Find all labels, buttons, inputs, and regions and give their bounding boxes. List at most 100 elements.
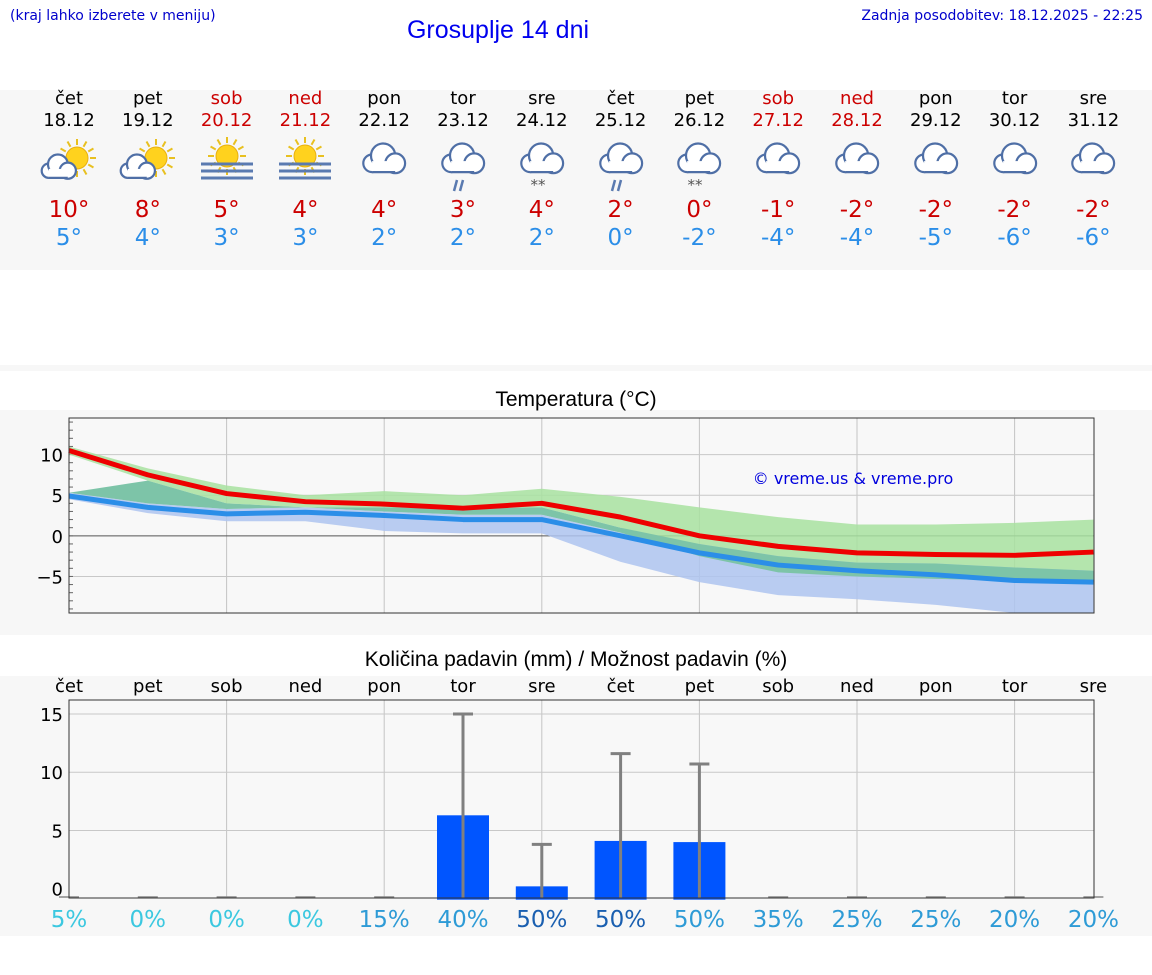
temp-max: -2° (918, 197, 954, 223)
day-date: 23.12 (437, 110, 489, 131)
precipitation-plot-area (69, 700, 1094, 898)
temp-min: 5° (55, 225, 83, 251)
temp-min: 4° (134, 225, 161, 251)
day-date: 21.12 (279, 110, 332, 131)
precip-probability: 0% (287, 907, 324, 933)
day-date: 25.12 (594, 110, 647, 131)
day-date: 19.12 (122, 110, 174, 131)
day-header: ned 28.12 (817, 88, 897, 132)
temp-max: 5° (213, 197, 240, 223)
cloud-snow-icon: ** (659, 134, 739, 194)
precip-probability: 50% (595, 907, 646, 933)
temp-min: -6° (997, 225, 1032, 251)
day-name: sre (1079, 88, 1108, 109)
temp-max: 4° (371, 197, 398, 223)
day-name: sre (528, 88, 556, 109)
day-header: sre 24.12 (502, 88, 582, 132)
day-name: pet (133, 88, 163, 109)
day-date: 22.12 (358, 110, 410, 131)
day-date: 27.12 (752, 110, 804, 131)
precip-day-label: čet (607, 676, 635, 697)
day-name: pon (918, 88, 953, 109)
precip-probability: 40% (437, 907, 488, 933)
day-header: sob 20.12 (187, 88, 267, 132)
divider-band (0, 365, 1152, 371)
day-header: sob 27.12 (738, 88, 818, 132)
cloudy-icon (896, 134, 976, 194)
day-name: čet (606, 88, 635, 109)
temp-min: 2° (528, 225, 555, 251)
day-date: 29.12 (910, 110, 962, 131)
range-overlap-band (69, 480, 1094, 583)
day-name: sob (210, 88, 243, 109)
cloud-snow-icon: ** (502, 134, 582, 194)
max-temp-line (68, 448, 1094, 558)
temp-max: 2° (607, 197, 634, 223)
temperature-y-tick: −5 (36, 567, 63, 588)
cloudy-icon (975, 134, 1055, 194)
cloudy-icon (344, 134, 424, 194)
temp-max: 4° (292, 197, 319, 223)
precip-probability: 20% (1068, 907, 1119, 933)
day-name: ned (288, 88, 323, 109)
temp-max: 3° (449, 197, 477, 223)
day-header: tor 23.12 (423, 88, 503, 132)
temp-min: -4° (760, 225, 796, 251)
precip-probability: 50% (516, 907, 567, 933)
temp-max: 4° (528, 197, 555, 223)
precip-day-label: pet (133, 676, 163, 697)
precip-probability: 0% (130, 907, 167, 933)
location-menu-hint[interactable]: (kraj lahko izberete v meniju) (10, 8, 216, 24)
min-temp-range-band (69, 492, 1094, 613)
cloud-rain-icon (423, 134, 503, 194)
day-date: 28.12 (831, 110, 883, 131)
temp-min: 2° (371, 225, 398, 251)
day-name: pet (684, 88, 715, 109)
precip-day-label: ned (840, 676, 874, 697)
day-date: 31.12 (1067, 110, 1120, 131)
temperature-y-tick: 10 (40, 446, 63, 467)
temperature-plot-frame (68, 417, 1095, 614)
precip-probability: 0% (208, 907, 245, 933)
cloud-rain-icon (581, 134, 661, 194)
precip-probability: 35% (753, 907, 804, 933)
day-header: tor 30.12 (975, 88, 1055, 132)
temp-max: 10° (48, 197, 90, 223)
day-header: pet 19.12 (108, 88, 188, 132)
sun-fog-icon (187, 134, 267, 194)
precip-probability: 25% (831, 907, 882, 933)
day-date: 18.12 (43, 110, 95, 131)
temp-min: 0° (607, 225, 634, 251)
temperature-y-tick: 0 (52, 527, 63, 548)
precip-day-label: sre (1080, 676, 1107, 697)
temp-min: 3° (213, 225, 240, 251)
precip-day-label: čet (55, 676, 83, 697)
precipitation-chart-title: Količina padavin (mm) / Možnost padavin … (364, 648, 788, 671)
temp-min: 3° (292, 225, 319, 251)
precip-y-tick: 0 (52, 880, 63, 901)
forecast-panel (0, 90, 1152, 270)
watermark: © vreme.us & vreme.pro (753, 469, 954, 488)
temp-max: -2° (1076, 197, 1111, 223)
day-name: tor (450, 88, 476, 109)
day-header: čet 18.12 (29, 88, 109, 132)
day-name: čet (54, 88, 84, 109)
svg-text:**: ** (688, 176, 704, 194)
precip-y-tick: 15 (40, 705, 63, 726)
day-name: ned (840, 88, 874, 109)
precip-day-label: pon (367, 676, 401, 697)
temp-max: 8° (134, 197, 161, 223)
temp-max: -2° (839, 197, 875, 223)
precip-probability: 50% (674, 907, 725, 933)
precip-day-label: tor (450, 676, 476, 697)
precip-probability: 20% (989, 907, 1040, 933)
temperature-y-tick: 5 (52, 486, 63, 507)
precip-day-label: sre (528, 676, 555, 697)
precip-y-tick: 10 (40, 763, 63, 784)
svg-text:**: ** (530, 176, 546, 194)
precip-day-label: sob (211, 676, 243, 697)
precip-probability: 25% (910, 907, 961, 933)
precip-day-label: ned (288, 676, 322, 697)
precip-day-label: tor (1002, 676, 1028, 697)
day-date: 26.12 (673, 110, 726, 131)
